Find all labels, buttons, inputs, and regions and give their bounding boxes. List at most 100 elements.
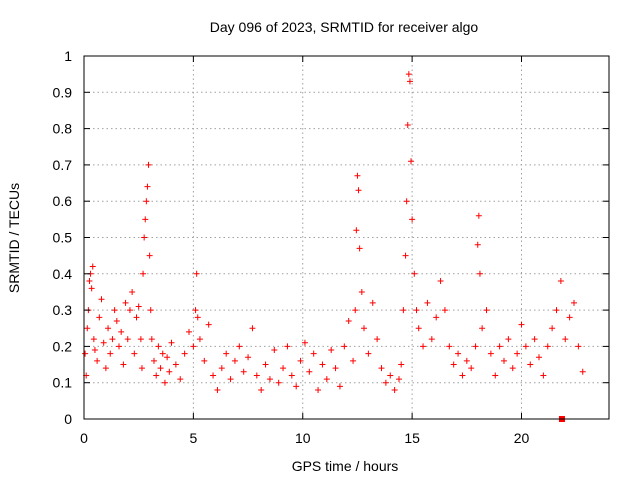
ticks-layer <box>83 55 609 420</box>
data-point <box>118 328 125 335</box>
grid-layer <box>84 56 609 419</box>
data-point <box>190 343 197 350</box>
data-point <box>496 343 503 350</box>
data-point <box>102 365 109 372</box>
data-point <box>579 368 586 375</box>
y-tick-label: 0.2 <box>53 338 73 354</box>
data-point <box>315 386 322 393</box>
data-point <box>501 357 507 364</box>
data-point <box>424 299 431 306</box>
data-point <box>223 350 230 357</box>
data-point <box>201 357 208 364</box>
data-point <box>253 372 260 379</box>
data-point <box>161 379 168 386</box>
data-point <box>145 161 152 168</box>
data-point <box>227 376 234 383</box>
data-point <box>474 241 481 248</box>
data-point <box>463 357 470 364</box>
data-point <box>129 288 136 295</box>
data-point <box>345 317 352 324</box>
data-point <box>236 343 243 350</box>
data-point <box>157 365 164 372</box>
data-point <box>214 386 221 393</box>
tick-labels-layer: 00.10.20.30.40.50.60.70.80.910 5 10 15 20 <box>53 48 530 446</box>
data-point <box>409 216 416 223</box>
data-point <box>549 325 556 332</box>
data-point <box>124 336 131 343</box>
y-tick-label: 0.5 <box>53 230 73 246</box>
data-point <box>143 198 150 205</box>
data-point <box>148 336 155 343</box>
data-point <box>408 158 415 165</box>
data-point <box>411 270 418 277</box>
data-point <box>120 361 127 368</box>
data-point <box>192 307 199 314</box>
data-point <box>109 336 116 343</box>
data-point <box>352 307 359 314</box>
data-point <box>483 307 490 314</box>
data-point <box>522 343 529 350</box>
data-point <box>396 376 402 383</box>
data-point <box>492 372 499 379</box>
x-tick-label: 0 <box>80 430 88 446</box>
y-tick-label: 0.8 <box>53 121 73 137</box>
y-axis-title: SRMTID / TECUs <box>6 183 22 293</box>
data-point <box>415 325 422 332</box>
data-point <box>406 78 413 85</box>
data-point <box>84 325 91 332</box>
data-point <box>122 299 129 306</box>
data-point <box>361 325 367 332</box>
data-point <box>328 347 335 354</box>
data-point <box>131 350 138 357</box>
data-point <box>350 357 357 364</box>
data-point <box>336 383 343 390</box>
data-point <box>540 372 547 379</box>
data-point <box>437 278 444 285</box>
data-point <box>398 361 405 368</box>
data-point <box>181 350 188 357</box>
data-point <box>284 343 291 350</box>
data-point <box>240 368 247 375</box>
x-tick-label: 10 <box>295 430 311 446</box>
data-point <box>566 314 573 321</box>
data-point <box>89 263 96 270</box>
data-point <box>245 354 252 361</box>
data-point <box>86 278 93 285</box>
data-point <box>536 354 542 361</box>
data-point <box>159 350 166 357</box>
data-point <box>553 307 560 314</box>
data-point <box>509 365 516 372</box>
data-point <box>441 307 448 314</box>
chart-title: Day 096 of 2023, SRMTID for receiver alg… <box>210 19 479 35</box>
data-point <box>405 71 412 78</box>
data-point <box>111 307 118 314</box>
data-point <box>332 365 339 372</box>
data-point <box>365 350 372 357</box>
data-point <box>88 285 95 292</box>
data-point <box>135 303 142 310</box>
data-point <box>166 368 173 375</box>
x-axis-title: GPS time / hours <box>292 458 399 474</box>
data-point <box>107 350 114 357</box>
x-tick-label: 5 <box>189 430 197 446</box>
data-point <box>355 187 362 194</box>
data-point <box>382 379 389 386</box>
data-point <box>323 376 330 383</box>
data-point <box>403 198 410 205</box>
y-tick-label: 0.3 <box>53 302 73 318</box>
data-points-layer <box>82 71 586 422</box>
data-point <box>133 314 140 321</box>
data-point <box>459 372 466 379</box>
data-point <box>310 350 317 357</box>
data-point <box>505 336 512 343</box>
data-point <box>420 343 427 350</box>
data-point <box>288 372 295 379</box>
data-point <box>514 350 521 357</box>
data-point <box>96 314 103 321</box>
data-point <box>450 361 457 368</box>
data-point <box>266 376 273 383</box>
data-point <box>82 350 89 357</box>
data-point <box>218 365 225 372</box>
data-point <box>293 383 300 390</box>
